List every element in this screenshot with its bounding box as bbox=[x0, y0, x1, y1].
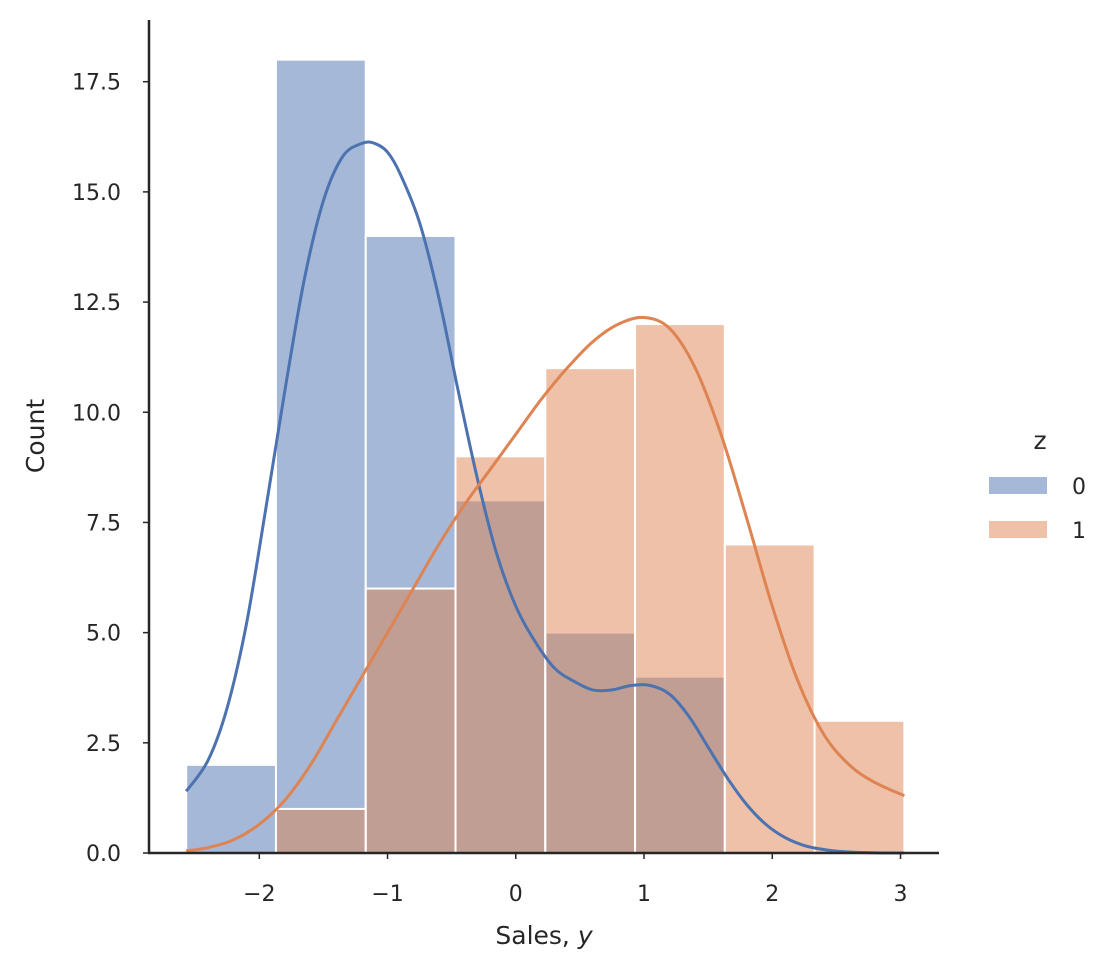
x-tick-label: −1 bbox=[371, 882, 403, 907]
y-tick-label: 17.5 bbox=[72, 71, 121, 96]
x-tick-label: −2 bbox=[243, 882, 275, 907]
legend-swatch-0 bbox=[989, 477, 1047, 494]
y-tick-label: 15.0 bbox=[72, 181, 121, 206]
x-tick-label: 2 bbox=[765, 882, 779, 907]
y-tick-label: 0.0 bbox=[86, 842, 121, 867]
legend-swatch-1 bbox=[989, 521, 1047, 538]
y-tick-label: 12.5 bbox=[72, 291, 121, 316]
bar-z1-bin-6 bbox=[723, 543, 816, 855]
x-axis-label: Sales, y bbox=[495, 921, 593, 950]
y-tick-label: 10.0 bbox=[72, 401, 121, 426]
y-tick-label: 5.0 bbox=[86, 622, 121, 647]
x-axis-label-variable: y bbox=[577, 921, 594, 950]
legend: z 0 1 bbox=[989, 426, 1086, 544]
bar-z1-bin-4 bbox=[544, 367, 637, 854]
legend-label-0: 0 bbox=[1072, 475, 1086, 500]
x-ticks: −2 −1 0 1 2 3 bbox=[243, 853, 908, 907]
axes-layer bbox=[147, 20, 939, 855]
x-tick-label: 0 bbox=[509, 882, 523, 907]
y-axis-label: Count bbox=[21, 399, 50, 473]
bar-z0-bin-1 bbox=[274, 58, 367, 854]
legend-label-1: 1 bbox=[1072, 519, 1086, 544]
y-tick-label: 2.5 bbox=[86, 732, 121, 757]
kde-line-z0 bbox=[184, 140, 905, 855]
kde-line-z1 bbox=[185, 315, 905, 853]
x-tick-label: 1 bbox=[637, 882, 651, 907]
bar-z1-bin-3 bbox=[454, 455, 547, 854]
kde-layer bbox=[184, 140, 905, 855]
y-ticks: 0.0 2.5 5.0 7.5 10.0 12.5 15.0 17.5 bbox=[72, 71, 149, 867]
bar-z0-bin-0 bbox=[185, 763, 277, 855]
legend-title: z bbox=[1033, 426, 1046, 455]
bar-z1-bin-5 bbox=[634, 323, 726, 855]
y-tick-label: 7.5 bbox=[86, 511, 121, 536]
bar-z1-bin-2 bbox=[364, 587, 457, 854]
bar-z1-bin-1 bbox=[274, 807, 367, 854]
x-tick-label: 3 bbox=[894, 882, 908, 907]
bars-layer bbox=[185, 58, 906, 855]
